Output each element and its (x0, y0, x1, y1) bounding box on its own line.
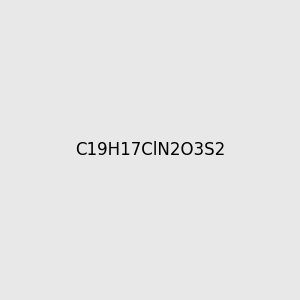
Text: C19H17ClN2O3S2: C19H17ClN2O3S2 (75, 141, 225, 159)
